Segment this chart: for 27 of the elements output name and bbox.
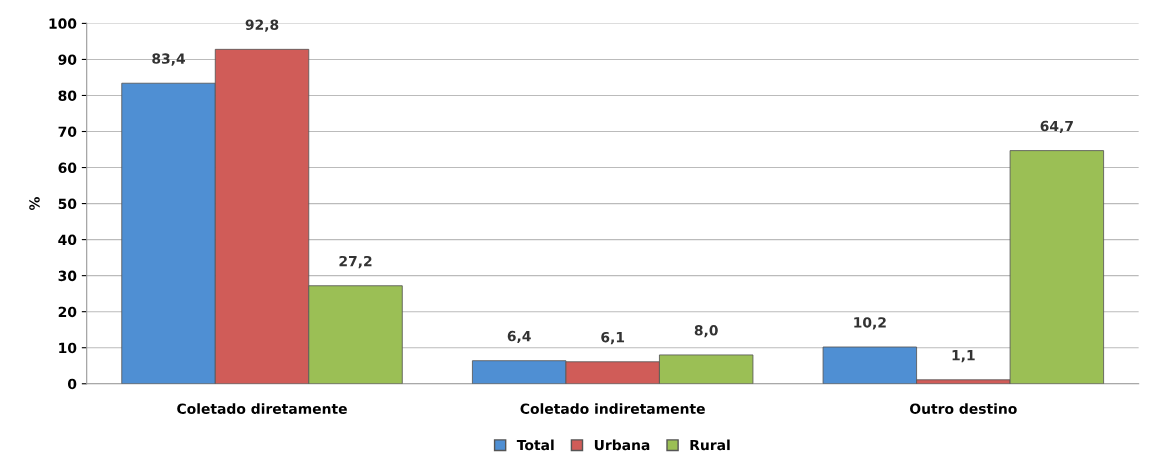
data-label: 27,2 [339,255,372,269]
x-tick-label: Coletado indiretamente [520,403,705,414]
y-tick-label: 80 [58,90,77,101]
legend-label: Rural [690,439,730,451]
x-tick-label: Outro destino [910,403,1017,414]
data-label: 1,1 [952,350,975,363]
data-label: 92,8 [245,19,279,32]
y-tick-label: 30 [58,270,77,282]
data-label: 83,4 [152,53,186,66]
y-tick-label: 50 [58,198,77,210]
data-label: 64,7 [1040,120,1073,134]
y-tick-label: 40 [58,234,77,246]
y-tick-label: 90 [58,54,77,65]
x-tick-label: Coletado diretamente [177,403,347,414]
y-axis-title: % [29,197,40,211]
data-label: 8,0 [694,325,718,338]
y-tick-label: 60 [58,162,77,174]
y-tick-label: 70 [58,126,77,137]
data-label: 6,4 [507,330,531,344]
y-tick-label: 0 [67,378,77,390]
data-label: 6,1 [601,331,625,345]
y-tick-label: 20 [58,306,77,318]
legend-label: Urbana [594,439,650,451]
data-label: 10,2 [854,317,886,330]
y-tick-label: 10 [59,342,77,354]
legend-label: Total [516,439,554,451]
y-tick-label: 100 [49,18,77,29]
